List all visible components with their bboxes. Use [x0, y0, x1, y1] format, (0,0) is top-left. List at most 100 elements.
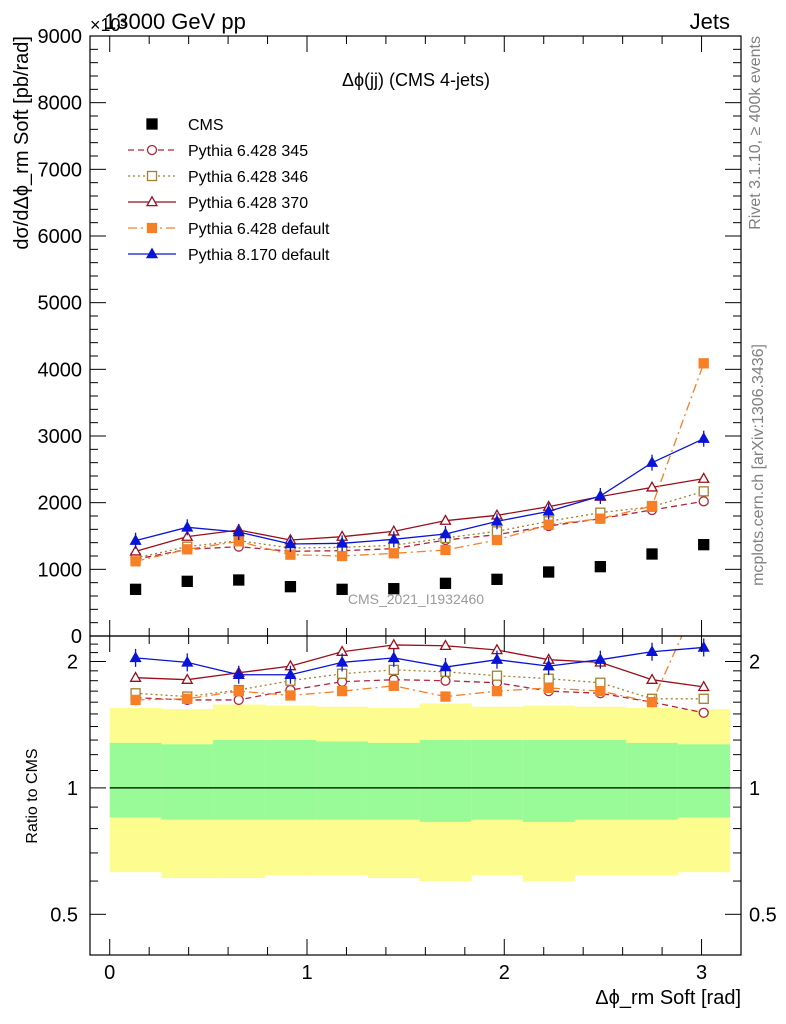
y-tick-label: 3000 — [38, 426, 83, 448]
ratio-plot-series — [129, 636, 710, 718]
bottom-frame — [89, 635, 742, 956]
ratio-point — [543, 682, 554, 694]
data-point — [698, 496, 709, 507]
stat-uncertainty-band — [109, 742, 162, 818]
data-point — [594, 561, 606, 573]
series-line — [135, 500, 704, 560]
ratio-point — [336, 655, 349, 667]
ratio-point — [129, 651, 142, 663]
ratio-y-tick-label: 2 — [67, 651, 78, 673]
ratio-point — [181, 673, 194, 684]
ratio-point — [440, 691, 451, 702]
legend-item: Pythia 6.428 346 — [128, 169, 308, 186]
legend-item: CMS — [146, 117, 224, 134]
data-point — [439, 527, 452, 539]
ratio-point — [387, 651, 400, 663]
watermark: CMS_2021_I1932460 — [348, 591, 484, 607]
ratio-point — [698, 693, 709, 704]
legend: CMS Pythia 6.428 345 Pythia 6.428 346 Pythi… — [128, 117, 330, 264]
data-point — [181, 530, 194, 541]
data-point — [388, 548, 399, 559]
data-point — [232, 525, 245, 537]
data-point — [594, 489, 607, 501]
data-point — [697, 432, 710, 443]
ratio-line — [135, 669, 704, 700]
data-point — [490, 514, 504, 526]
y-tick-label: 5000 — [38, 293, 83, 315]
ratio-point — [182, 693, 193, 704]
legend-item: Pythia 6.428 default — [128, 221, 330, 238]
data-point — [698, 486, 709, 497]
header-left: 13000 GeV pp — [104, 9, 246, 34]
data-point — [284, 537, 297, 549]
y-tick-label: 9000 — [38, 26, 83, 48]
ratio-point — [233, 685, 244, 697]
ratio-point — [491, 670, 503, 681]
series-0 — [129, 539, 710, 595]
data-point — [543, 519, 554, 530]
legend-marker — [145, 195, 159, 207]
x-axis-label: Δϕ_rm Soft [rad] — [595, 987, 741, 1009]
ratio-series-4 — [129, 638, 710, 684]
stat-uncertainty-band — [574, 740, 627, 820]
x-tick-label: 0 — [104, 962, 115, 984]
legend-label: Pythia 6.428 default — [188, 221, 330, 238]
ratio-y-tick-label: 1 — [67, 778, 78, 800]
legend-item: Pythia 8.170 default — [128, 247, 330, 264]
legend-label: Pythia 8.170 default — [188, 247, 330, 264]
series-3 — [129, 472, 710, 556]
data-point — [698, 358, 709, 369]
data-point — [182, 544, 193, 555]
data-point — [336, 583, 348, 595]
y-axis-label-top: dσ/dΔϕ_rm Soft [pb/rad] — [11, 36, 33, 250]
series-line — [135, 490, 704, 559]
ratio-point — [646, 697, 658, 708]
legend-item: Pythia 6.428 345 — [128, 143, 308, 160]
data-point — [129, 534, 142, 545]
header-right: Jets — [690, 9, 730, 34]
y-tick-label: 0 — [71, 626, 82, 648]
series-4 — [130, 358, 709, 567]
data-point — [543, 566, 555, 578]
series-line — [135, 478, 704, 552]
legend-label: CMS — [188, 117, 224, 134]
legend-marker — [146, 144, 158, 156]
ratio-uncertainty-bands — [109, 703, 731, 882]
data-point — [542, 504, 555, 516]
data-point — [645, 480, 659, 492]
data-point — [130, 556, 141, 567]
legend-marker — [145, 247, 159, 259]
y-tick-label: 6000 — [38, 226, 83, 248]
data-point — [646, 548, 658, 560]
ratio-y-tick-label-right: 0.5 — [749, 904, 777, 926]
ratio-point — [233, 694, 244, 706]
data-point — [491, 534, 503, 546]
y-tick-label: 7000 — [38, 159, 83, 181]
ratio-series-3 — [130, 636, 683, 708]
ratio-point — [181, 655, 194, 667]
ratio-y-tick-label-right: 2 — [749, 651, 760, 673]
legend-label: Pythia 6.428 370 — [188, 195, 308, 212]
ratio-point — [440, 675, 451, 686]
stat-uncertainty-band — [213, 740, 266, 820]
data-point — [336, 550, 348, 562]
stat-uncertainty-band — [264, 740, 317, 820]
ratio-line — [135, 636, 683, 703]
stat-uncertainty-band — [161, 744, 214, 820]
data-point — [595, 513, 606, 524]
legend-item: Pythia 6.428 370 — [128, 195, 308, 212]
data-point — [440, 544, 451, 556]
x-tick-label: 3 — [696, 962, 707, 984]
ratio-point — [595, 685, 606, 697]
stat-uncertainty-band — [419, 740, 472, 822]
main-plot-series — [129, 358, 710, 595]
data-point — [697, 472, 710, 483]
rivet-label: Rivet 3.1.10, ≥ 400k events — [747, 36, 764, 230]
data-point — [181, 520, 194, 532]
ratio-point — [130, 694, 141, 706]
mcplots-label: mcplots.cern.ch [arXiv:1306.3436] — [750, 344, 767, 586]
stat-uncertainty-band — [677, 744, 731, 818]
data-point — [181, 575, 193, 587]
ratio-point — [543, 673, 554, 684]
